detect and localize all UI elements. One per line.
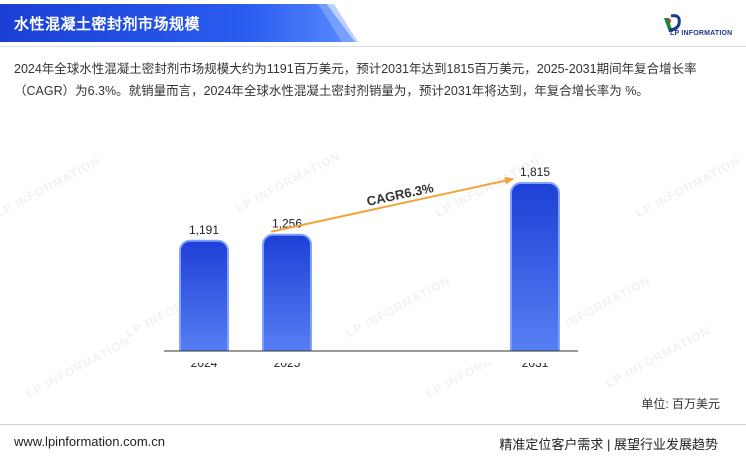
title-tab — [0, 4, 355, 42]
footer-url[interactable]: www.lpinformation.com.cn — [14, 434, 165, 449]
footer-divider — [0, 424, 746, 425]
unit-label: 单位: 百万美元 — [641, 397, 720, 411]
header-divider — [0, 46, 746, 47]
cagr-arrow — [270, 176, 514, 233]
description-text: 2024年全球水性混凝土密封剂市场规模大约为1191百万美元，预计2031年达到… — [14, 62, 697, 98]
footer-slogan: 精准定位客户需求 | 展望行业发展趋势 — [499, 437, 718, 452]
bar-2031 — [510, 182, 560, 362]
bar-2025 — [262, 233, 312, 362]
logo-text: LP INFORMATION — [670, 30, 733, 37]
value-label-2024: 1,191 — [189, 223, 219, 237]
lp-logo-icon — [664, 14, 681, 32]
bar-2024 — [179, 239, 229, 363]
value-label-2031: 1,815 — [520, 165, 550, 179]
baseline-mask — [150, 351, 590, 363]
page-title: 水性混凝土密封剂市场规模 — [14, 16, 201, 33]
